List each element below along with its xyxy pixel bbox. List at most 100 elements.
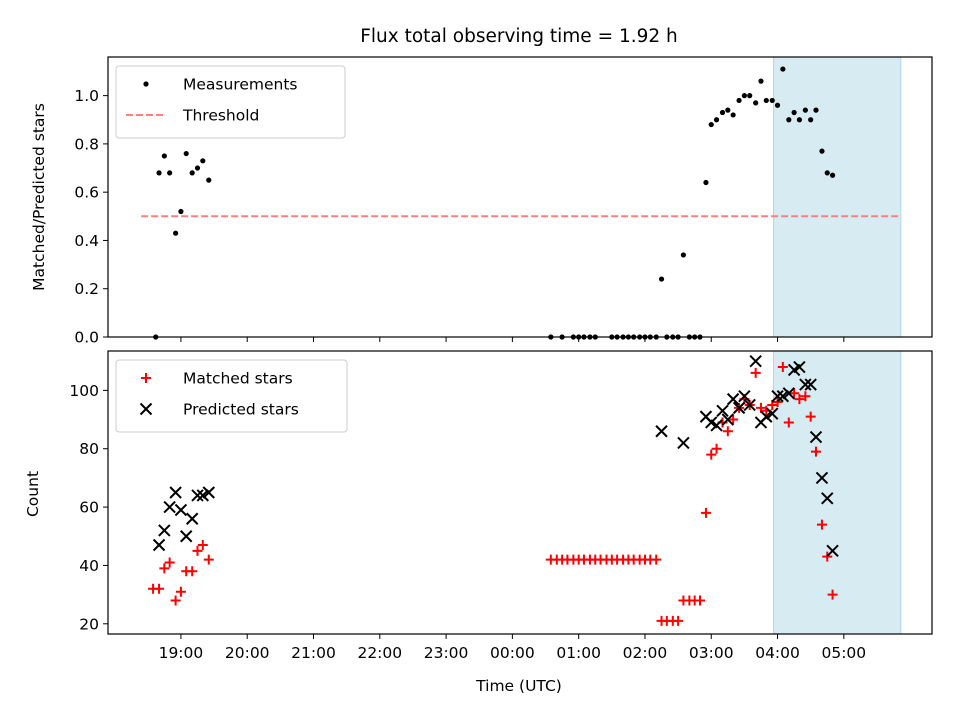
data-point xyxy=(816,519,827,530)
data-point xyxy=(680,252,687,258)
data-point xyxy=(706,449,717,460)
x-tick-label: 20:00 xyxy=(225,644,270,662)
data-point xyxy=(161,153,167,159)
data-point xyxy=(185,512,199,525)
data-point xyxy=(809,430,823,444)
data-point xyxy=(163,500,176,514)
y-tick-label: 0.4 xyxy=(74,232,99,250)
data-point xyxy=(794,394,805,405)
data-point xyxy=(800,391,811,402)
data-point xyxy=(721,413,735,426)
data-point xyxy=(777,362,788,373)
data-point xyxy=(786,117,792,123)
data-point xyxy=(736,97,742,104)
bottom-y-axis-label: Count xyxy=(24,471,42,517)
x-tick-label: 22:00 xyxy=(357,644,402,662)
data-point xyxy=(710,419,723,432)
data-point xyxy=(677,436,690,450)
data-point xyxy=(189,170,195,176)
data-point xyxy=(741,93,747,99)
y-tick-label: 0.2 xyxy=(74,280,99,298)
data-point xyxy=(178,208,184,215)
data-point xyxy=(821,492,834,505)
data-point xyxy=(725,107,731,113)
data-point xyxy=(203,554,214,565)
data-point xyxy=(747,93,753,99)
data-point xyxy=(658,276,665,282)
data-point xyxy=(708,121,714,128)
data-point xyxy=(152,538,166,552)
y-tick-label: 1.0 xyxy=(74,87,99,105)
y-tick-label: 0.6 xyxy=(74,184,99,202)
legend-label: Measurements xyxy=(183,76,298,94)
legend-box xyxy=(115,65,346,139)
y-tick-label: 0.8 xyxy=(74,135,99,153)
data-point xyxy=(791,109,797,116)
series-matched-stars xyxy=(148,362,838,626)
data-point xyxy=(771,390,784,403)
x-tick-label: 04:00 xyxy=(755,644,800,662)
series-measurements xyxy=(153,66,836,340)
legend-label: Matched stars xyxy=(183,370,293,388)
bottom-panel: 20 40 60 80 100 19:00 20:00 21:00 22:00 23:00 00:0… xyxy=(69,350,933,662)
data-point xyxy=(206,177,212,183)
y-tick-label: 100 xyxy=(69,382,99,400)
data-point xyxy=(655,425,668,438)
data-point xyxy=(802,107,808,113)
x-tick-label: 03:00 xyxy=(689,644,734,662)
data-point xyxy=(804,378,817,391)
data-point xyxy=(805,411,816,422)
legend-swatch xyxy=(141,373,151,383)
data-point xyxy=(694,595,705,606)
data-point xyxy=(722,426,733,437)
data-point xyxy=(829,172,836,178)
data-point xyxy=(749,355,762,368)
legend: Matched stars Predicted stars xyxy=(115,359,348,433)
data-point xyxy=(156,170,162,176)
data-point xyxy=(180,530,193,543)
data-point xyxy=(173,230,179,236)
series-predicted-stars xyxy=(152,355,839,558)
data-point xyxy=(782,387,796,400)
data-point xyxy=(164,557,175,568)
data-point xyxy=(175,586,186,597)
legend-label: Threshold xyxy=(182,107,259,125)
data-point xyxy=(730,112,736,118)
data-point xyxy=(170,595,181,606)
y-tick-label: 20 xyxy=(79,615,99,633)
data-point xyxy=(738,390,751,403)
x-tick-label: 05:00 xyxy=(821,644,866,662)
top-panel: 0.0 0.2 0.4 0.6 0.8 1.0 Measurements Threshold xyxy=(74,56,933,347)
legend: Measurements Threshold xyxy=(115,65,346,139)
data-point xyxy=(769,97,775,104)
data-point xyxy=(776,390,790,403)
data-point xyxy=(158,524,171,537)
data-point xyxy=(154,583,165,594)
data-point xyxy=(202,486,215,499)
data-point xyxy=(819,148,825,154)
data-point xyxy=(808,117,814,123)
data-point xyxy=(196,489,210,502)
data-point xyxy=(774,102,781,108)
x-axis-label: Time (UTC) xyxy=(475,677,562,695)
data-point xyxy=(766,407,779,420)
data-point xyxy=(783,417,794,428)
y-tick-label: 80 xyxy=(79,440,99,458)
data-point xyxy=(799,378,812,391)
data-point xyxy=(716,404,729,418)
legend-swatch xyxy=(143,81,149,87)
plot-frame xyxy=(107,350,933,635)
data-point xyxy=(726,392,740,406)
data-point xyxy=(822,551,833,562)
data-point xyxy=(780,66,786,72)
data-point xyxy=(713,117,720,123)
x-tick-label: 23:00 xyxy=(424,644,469,662)
data-point xyxy=(651,554,662,565)
data-point xyxy=(753,100,759,106)
legend-swatch xyxy=(139,402,153,416)
data-point xyxy=(760,410,773,423)
data-point xyxy=(703,179,709,186)
data-point xyxy=(772,397,783,408)
data-point xyxy=(673,615,684,626)
